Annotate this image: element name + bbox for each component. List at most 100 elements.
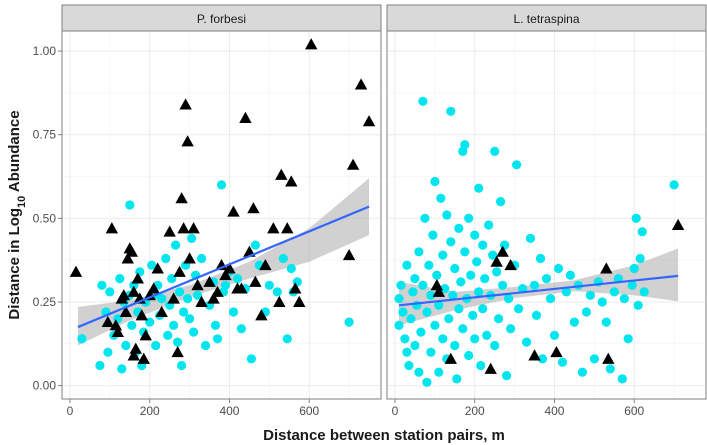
triangle-point	[119, 305, 132, 317]
circle-point	[169, 320, 179, 330]
circle-point	[589, 354, 600, 364]
circle-point	[430, 320, 440, 330]
confidence-ribbon	[78, 178, 369, 346]
circle-point	[125, 200, 135, 210]
circle-point	[529, 280, 540, 290]
circle-point	[490, 146, 500, 156]
circle-point	[171, 240, 181, 250]
triangle-point	[354, 78, 368, 90]
triangle-point	[173, 265, 186, 277]
triangle-point	[181, 135, 194, 147]
x-tick-label: 200	[140, 404, 160, 418]
circle-point	[173, 337, 183, 347]
circle-point	[639, 287, 649, 297]
circle-point	[97, 280, 107, 290]
circle-point	[448, 290, 458, 300]
circle-point	[601, 317, 611, 327]
triangle-point	[249, 275, 262, 287]
circle-point	[410, 340, 420, 351]
circle-point	[464, 350, 474, 361]
triangle-point	[275, 168, 288, 180]
circle-points	[394, 96, 679, 387]
circle-point	[609, 287, 619, 297]
circle-point	[396, 280, 406, 290]
triangle-point	[131, 272, 144, 284]
circle-point	[179, 307, 189, 317]
circle-point	[424, 260, 434, 270]
y-axis-ticks: 0.00 0.25 0.50 0.75 1.00	[33, 44, 62, 393]
circle-point	[549, 330, 560, 340]
triangle-point	[137, 352, 150, 364]
triangle-point	[167, 292, 180, 304]
circle-point	[228, 307, 239, 317]
circle-point	[398, 307, 408, 317]
circle-point	[452, 374, 462, 384]
triangle-point	[101, 315, 115, 328]
circle-point	[422, 377, 432, 387]
circle-point	[464, 213, 474, 223]
triangle-point	[671, 218, 685, 230]
y-title-suffix: Abundance	[6, 110, 23, 195]
triangle-point	[187, 222, 200, 234]
circle-point	[420, 213, 430, 223]
circle-point	[414, 367, 424, 377]
circle-point	[454, 304, 464, 314]
circle-point	[460, 247, 470, 257]
circle-point	[569, 317, 580, 327]
triangle-points	[430, 218, 685, 374]
circle-point	[402, 347, 412, 357]
circle-point	[282, 334, 292, 344]
triangle-point	[117, 289, 131, 301]
circle-point	[264, 280, 274, 290]
x-tick-label: 600	[299, 404, 319, 418]
triangle-point	[179, 98, 192, 110]
circle-point	[402, 260, 412, 270]
circle-point	[488, 250, 498, 260]
triangle-point	[147, 282, 160, 294]
circle-point	[404, 360, 414, 371]
circle-point	[525, 233, 536, 243]
circle-point	[522, 337, 532, 347]
circle-point	[506, 324, 516, 334]
fit-line	[77, 205, 370, 329]
circle-point	[496, 197, 506, 207]
circle-point	[470, 230, 480, 240]
circle-point	[472, 257, 482, 267]
circle-point	[514, 304, 524, 314]
triangle-point	[109, 319, 123, 331]
triangle-point	[129, 342, 142, 354]
circle-point	[115, 274, 125, 284]
triangle-point	[504, 258, 517, 271]
triangle-point	[259, 258, 272, 271]
circle-point	[623, 334, 633, 344]
triangle-point	[305, 38, 318, 50]
circle-point	[216, 180, 227, 190]
circle-point	[185, 314, 195, 324]
circle-point	[117, 364, 127, 374]
circle-point	[151, 340, 161, 351]
circle-point	[394, 320, 404, 330]
circle-point	[428, 230, 438, 240]
x-tick-label: 400	[544, 404, 564, 418]
circle-point	[95, 360, 105, 371]
circle-point	[438, 250, 448, 260]
circle-point	[633, 300, 643, 310]
circle-point	[103, 347, 113, 357]
circle-point	[157, 294, 167, 304]
y-tick-label: 1.00	[33, 44, 57, 58]
triangle-point	[267, 222, 280, 234]
triangle-point	[484, 362, 497, 374]
circle-point	[422, 307, 432, 317]
x-tick-label: 600	[624, 404, 644, 418]
circle-point	[272, 287, 282, 297]
strip-background	[386, 4, 707, 32]
circle-point	[426, 347, 436, 357]
triangle-point	[602, 352, 615, 364]
triangle-point	[175, 192, 188, 204]
circle-point	[434, 300, 444, 310]
circle-point	[187, 233, 197, 243]
circle-point	[468, 310, 478, 320]
x-axis-ticks: 0 200 400 600	[67, 399, 320, 418]
triangle-point	[219, 269, 232, 281]
circle-point	[557, 357, 568, 367]
